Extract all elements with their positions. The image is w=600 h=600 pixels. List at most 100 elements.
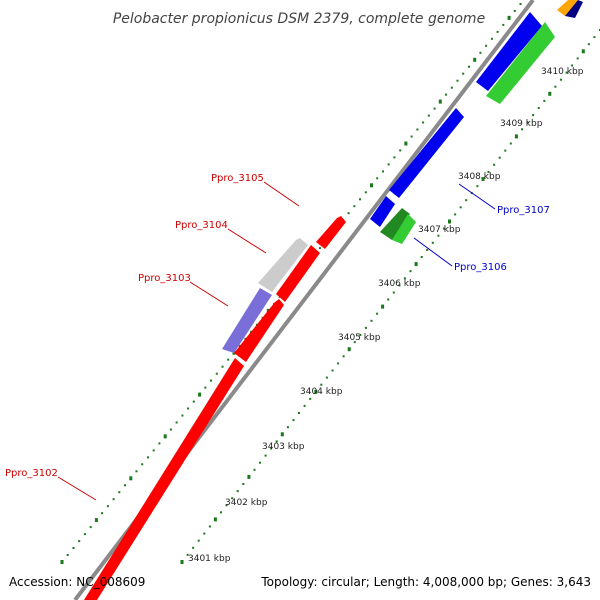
kbp-tick-label: 3404 kbp	[300, 387, 343, 397]
ring-dot	[181, 414, 184, 417]
ring-dot	[398, 284, 401, 287]
ring-dot	[129, 476, 133, 481]
ring-dot	[521, 128, 523, 131]
ring-dot	[124, 484, 126, 487]
summary-text: Topology: circular; Length: 4,008,000 bp…	[260, 575, 591, 589]
ring-dot	[473, 57, 477, 62]
ring-dot	[286, 426, 289, 429]
ring-dot	[221, 365, 224, 368]
ring-dot	[325, 376, 328, 379]
gene-label-leader	[57, 476, 97, 501]
gene-ppro-3106[interactable]	[380, 208, 410, 240]
gene-ppro-3104-region[interactable]	[258, 238, 308, 292]
kbp-tick-label: 3409 kbp	[500, 119, 543, 129]
ring-dot	[147, 456, 149, 459]
gene-label-ppro-3104[interactable]: Ppro_3104	[175, 220, 228, 231]
ring-dot	[175, 421, 178, 424]
gene-label-ppro-3105[interactable]: Ppro_3105	[211, 173, 264, 184]
ring-dot	[331, 369, 334, 372]
gene-ppro-3103-region[interactable]	[222, 288, 272, 353]
kbp-tick-labels: 3401 kbp 3402 kbp 3403 kbp 3404 kbp 3405 kbp…	[188, 67, 584, 564]
ring-dot	[507, 15, 511, 20]
ring-dot	[381, 304, 385, 309]
ring-dot	[422, 121, 425, 124]
ring-dot	[353, 341, 356, 344]
gene-ppro-3106-b[interactable]	[392, 214, 416, 244]
ring-dot	[187, 407, 190, 410]
ring-dot	[347, 347, 351, 352]
ring-dot	[215, 372, 218, 375]
gene-label-ppro-3103[interactable]: Ppro_3103	[138, 273, 191, 284]
gene-green-top[interactable]	[486, 22, 555, 104]
ring-dot	[490, 37, 493, 40]
ring-dot	[309, 397, 312, 400]
ring-dot	[220, 511, 222, 514]
accession-text: Accession: NC_008609	[9, 575, 145, 589]
ring-dot	[548, 91, 552, 96]
ring-dot	[481, 177, 485, 181]
ring-dot	[225, 504, 228, 507]
gene-ppro-3103[interactable]	[234, 299, 284, 362]
ring-dot	[135, 470, 138, 473]
ring-dot	[320, 383, 323, 386]
ring-dot	[526, 121, 529, 124]
ring-dot	[427, 114, 430, 117]
ring-dot	[83, 533, 86, 536]
ring-dot	[203, 532, 206, 535]
gene-ppro-3107[interactable]	[389, 108, 464, 198]
ring-dot	[163, 434, 167, 439]
ring-dot	[513, 9, 516, 12]
ring-dot	[565, 71, 568, 74]
ring-dot	[487, 170, 490, 173]
ring-dot	[393, 156, 396, 159]
ring-dot	[242, 483, 245, 485]
gene-navy-top[interactable]	[565, 0, 583, 18]
ring-dot	[106, 505, 109, 508]
ring-dot	[468, 65, 470, 68]
ring-dot	[198, 392, 202, 397]
gene-label-leader	[189, 281, 229, 307]
ring-dot	[593, 36, 596, 39]
gene-label-leader	[263, 181, 300, 207]
ring-dot	[72, 547, 75, 549]
gene-orange-top[interactable]	[557, 0, 578, 16]
ring-dot	[576, 57, 579, 60]
ring-dot	[186, 553, 189, 556]
ring-dot	[454, 213, 457, 216]
ring-dot	[532, 114, 535, 117]
ring-dot	[485, 44, 488, 47]
ring-dot	[448, 219, 451, 224]
ring-dot	[404, 141, 408, 146]
gene-label-ppro-3102[interactable]: Ppro_3102	[5, 468, 58, 479]
ring-dot	[264, 454, 267, 457]
ring-dot	[543, 99, 546, 102]
gene-blue-top[interactable]	[476, 12, 542, 91]
ring-dot	[496, 30, 499, 33]
ring-dot	[359, 334, 362, 336]
ring-dot	[387, 163, 390, 166]
ring-dot	[275, 440, 278, 443]
ring-dot	[376, 177, 379, 180]
ring-dot	[101, 512, 104, 515]
ring-dot	[112, 498, 115, 501]
ring-dot	[303, 404, 306, 407]
gene-ppro-3102[interactable]	[84, 358, 244, 600]
ring-dot	[437, 234, 440, 237]
ring-dot	[438, 99, 442, 104]
gene-ppro-3105[interactable]	[316, 216, 346, 249]
gene-label-ppro-3106[interactable]: Ppro_3106	[454, 262, 507, 273]
ring-dot	[392, 291, 395, 294]
ring-dot	[560, 78, 562, 81]
ring-dot	[318, 247, 321, 250]
ring-dot	[359, 198, 361, 201]
gene-blue-small[interactable]	[370, 196, 395, 227]
ring-dot	[554, 85, 557, 88]
gene-label-ppro-3107[interactable]: Ppro_3107	[497, 205, 550, 216]
ring-dot	[210, 379, 212, 382]
ring-dot	[416, 128, 419, 131]
map-title: Pelobacter propionicus DSM 2379, complet…	[113, 11, 485, 27]
ring-dot	[370, 319, 373, 322]
ring-dot	[581, 49, 585, 54]
gene-ppro-3104[interactable]	[276, 245, 320, 302]
ring-dot	[192, 400, 195, 403]
